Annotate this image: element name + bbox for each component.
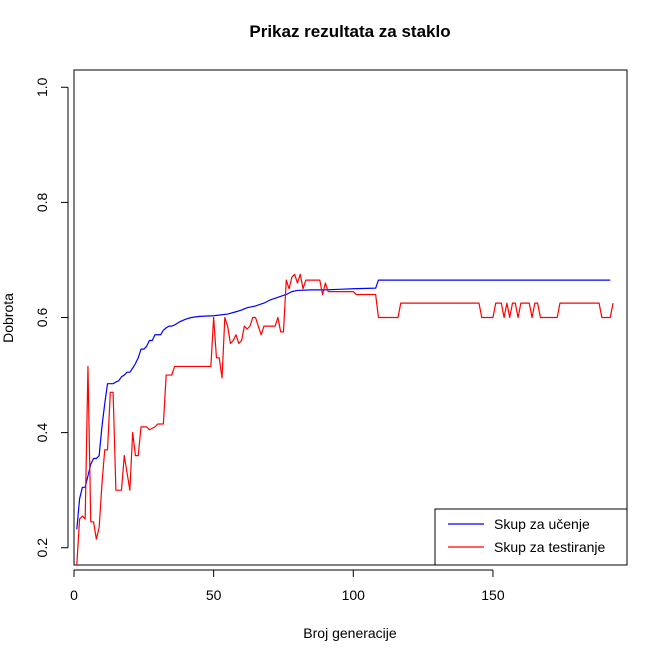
legend-label-testing: Skup za testiranje [494, 539, 605, 555]
x-axis-label: Broj generacije [303, 625, 397, 641]
legend-label-training: Skup za učenje [494, 516, 590, 532]
y-axis: 0.2 0.4 0.6 0.8 1.0 [34, 77, 69, 558]
plot-area-frame [73, 69, 628, 566]
y-axis-label: Dobrota [0, 293, 16, 343]
x-axis: 0 50 100 150 [70, 569, 505, 603]
legend: Skup za učenje Skup za testiranje [434, 508, 628, 566]
x-tick-label: 50 [206, 587, 222, 603]
series-line-1 [76, 273, 614, 566]
x-tick-label: 0 [70, 587, 78, 603]
y-tick-label: 1.0 [34, 77, 50, 97]
series-layer [76, 273, 614, 566]
x-tick-label: 150 [481, 587, 505, 603]
y-tick-label: 0.4 [34, 423, 50, 443]
series-line-0 [76, 279, 611, 530]
legend-box [434, 508, 628, 566]
x-tick-label: 100 [342, 587, 366, 603]
y-tick-label: 0.2 [34, 538, 50, 558]
y-tick-label: 0.8 [34, 192, 50, 212]
y-tick-label: 0.6 [34, 308, 50, 328]
chart-title: Prikaz rezultata za staklo [249, 22, 450, 41]
